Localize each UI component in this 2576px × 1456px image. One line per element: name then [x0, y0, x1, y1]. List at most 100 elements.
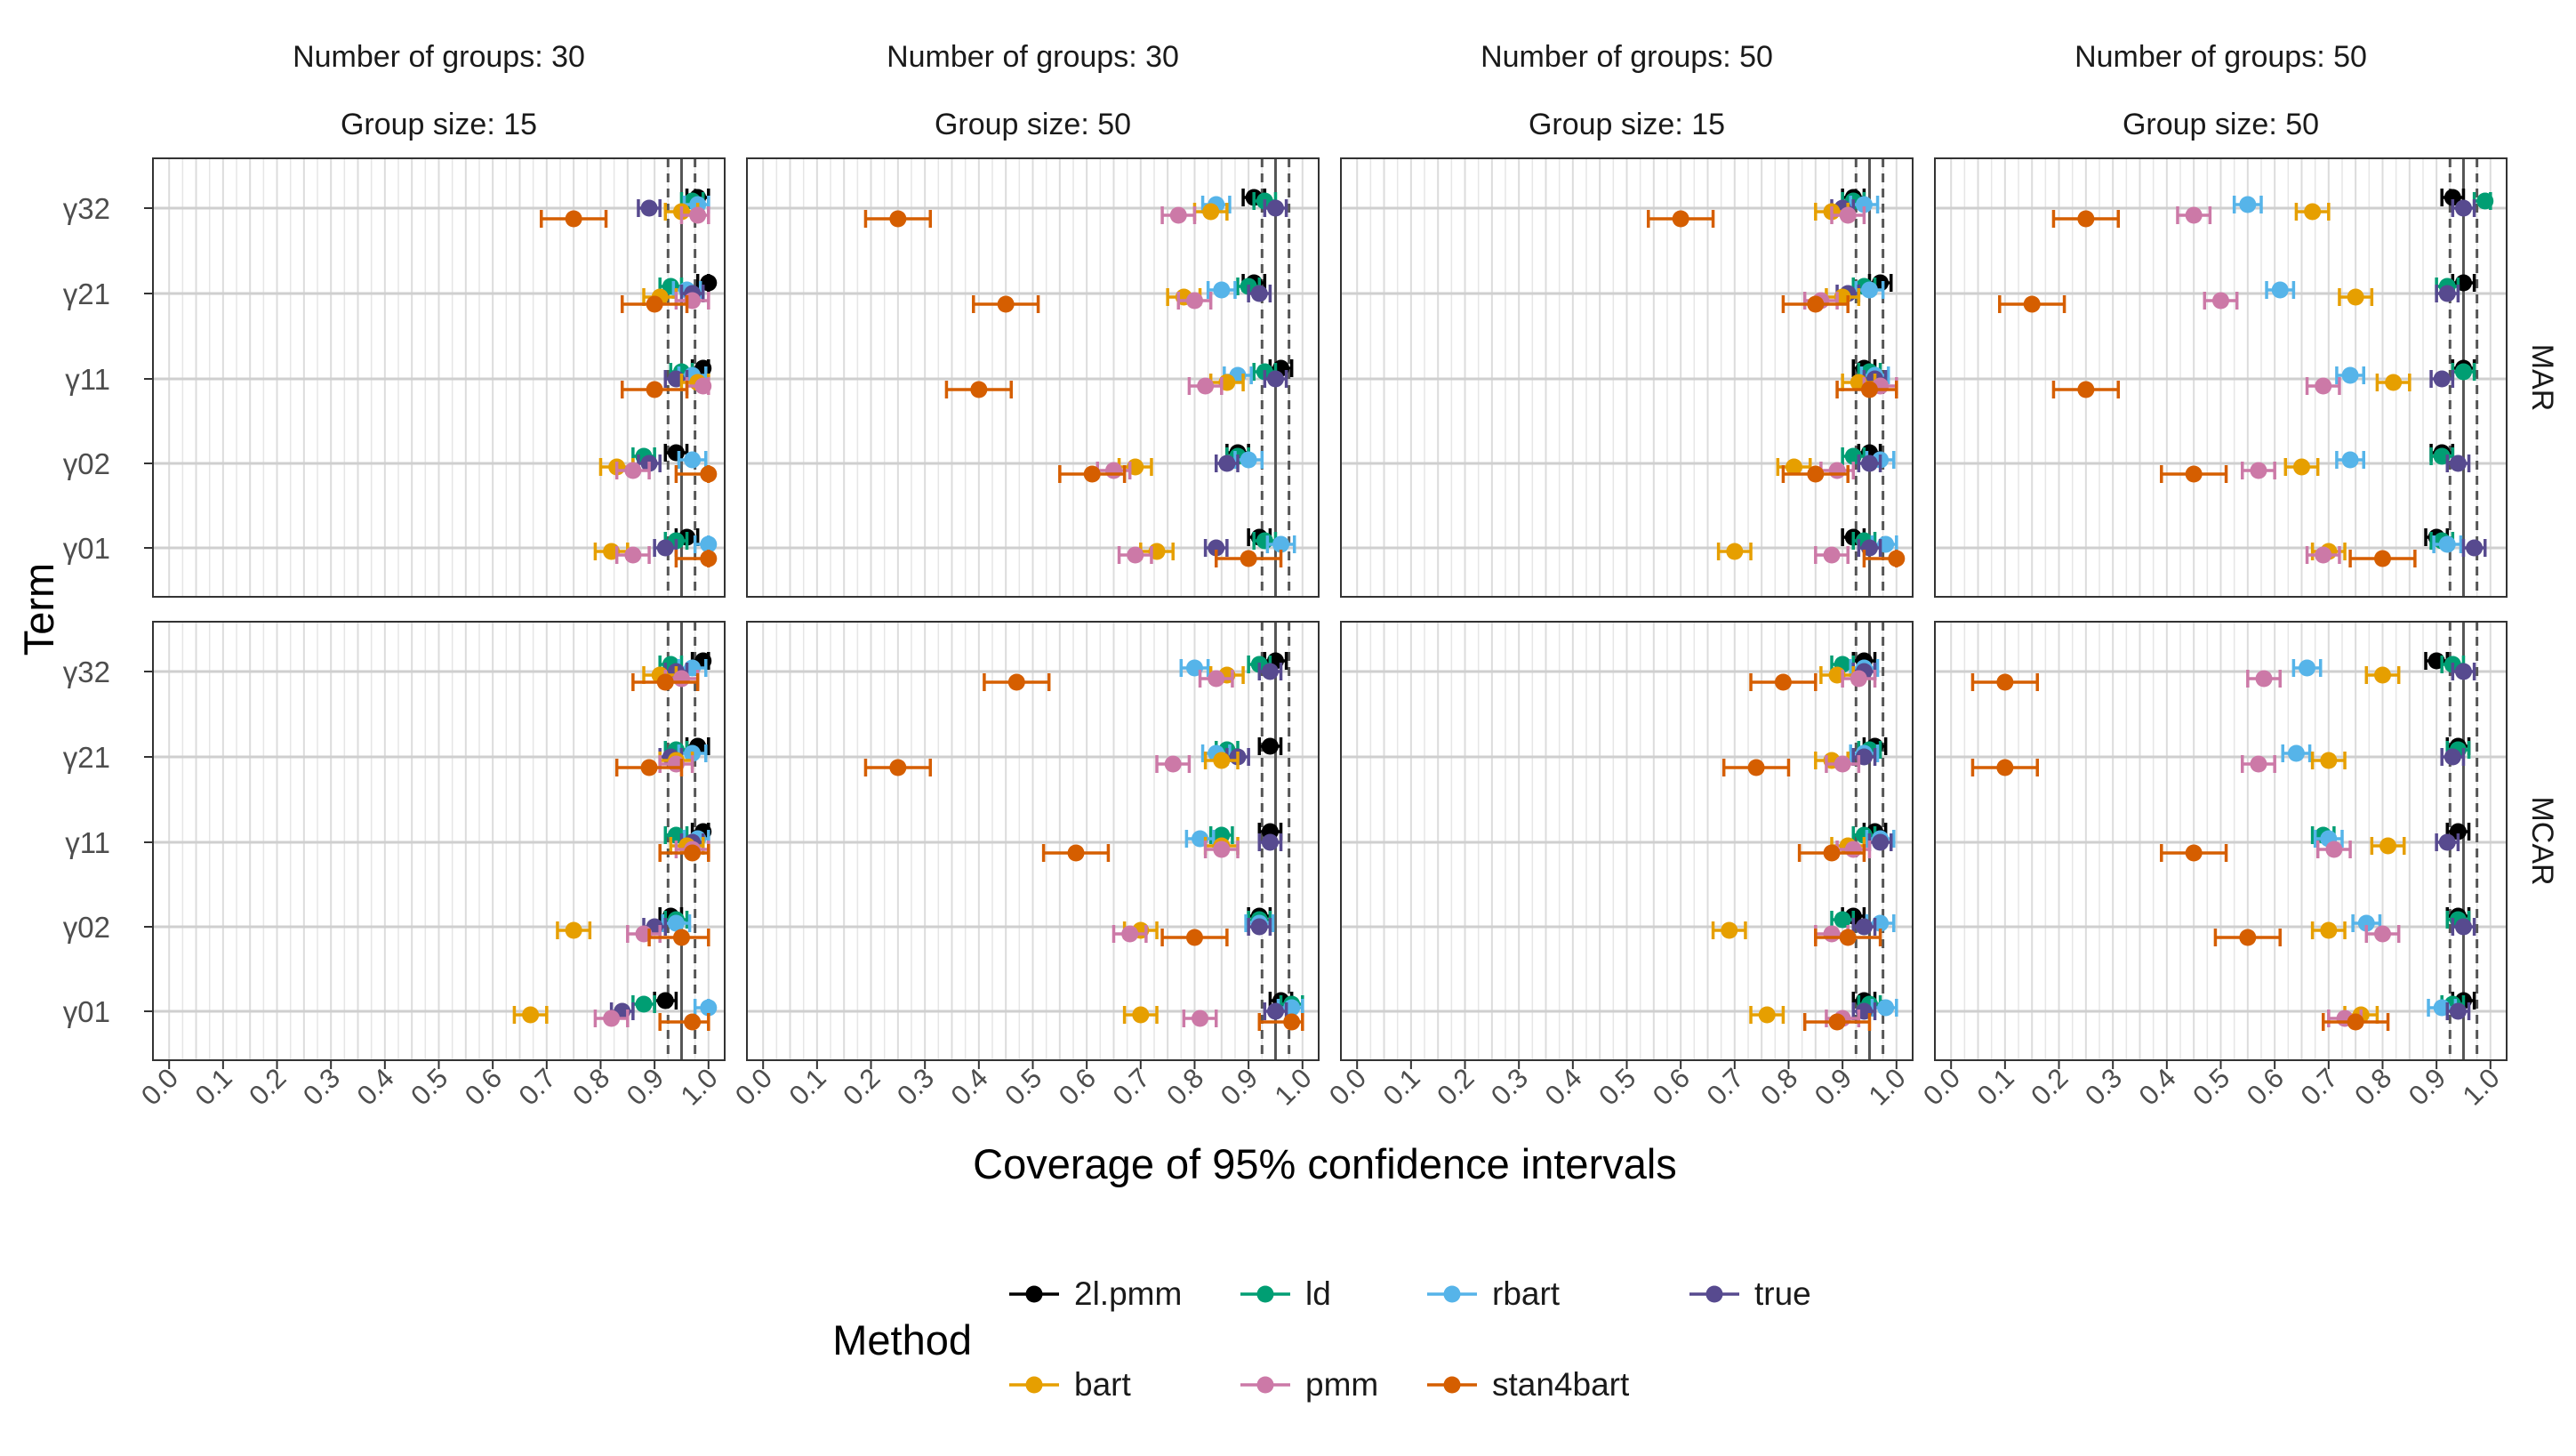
- point-stan4bart: [1828, 1013, 1846, 1031]
- point-stan4bart: [1007, 673, 1025, 691]
- point-pmm: [2185, 206, 2203, 224]
- point-true: [656, 539, 674, 557]
- legend-key-point-ld: [1256, 1285, 1274, 1303]
- point-true: [1266, 1002, 1284, 1020]
- point-rbart: [684, 451, 702, 469]
- strip-top-size-3: Group size: 50: [2123, 108, 2319, 141]
- point-pmm: [1169, 206, 1187, 224]
- point-pmm: [1185, 292, 1203, 310]
- x-tick-label: 0.7: [1701, 1062, 1750, 1111]
- panel-border-r0c1: [746, 157, 1320, 598]
- x-tick-label: 0.4: [1539, 1062, 1588, 1111]
- x-tick-label: 0.3: [2079, 1062, 2128, 1111]
- point-stan4bart: [640, 759, 658, 776]
- point-stan4bart: [2077, 210, 2095, 228]
- point-rbart: [2287, 744, 2305, 762]
- point-pmm: [624, 462, 642, 479]
- point-pmm: [1208, 670, 1225, 688]
- point-bart: [1132, 1006, 1150, 1024]
- point-pmm: [2250, 462, 2267, 479]
- x-tick-label: 0.2: [1431, 1062, 1480, 1111]
- point-stan4bart: [2239, 929, 2257, 946]
- point-stan4bart: [684, 1013, 702, 1031]
- point-rbart: [667, 914, 685, 932]
- point-rbart: [1272, 535, 1290, 553]
- point-rbart: [1860, 281, 1878, 299]
- x-tick-label: 0.1: [189, 1062, 238, 1111]
- point-true: [1261, 663, 1279, 680]
- x-tick-label: 0.9: [1809, 1062, 1858, 1111]
- x-tick-label: 0.7: [2295, 1062, 2344, 1111]
- x-tick-label: 0.0: [1323, 1062, 1372, 1111]
- point-rbart: [1240, 451, 1257, 469]
- point-bart: [1726, 543, 1744, 560]
- x-tick-label: 0.6: [459, 1062, 508, 1111]
- point-bart: [2320, 921, 2338, 939]
- y-tick-label: γ02: [63, 911, 110, 944]
- x-tick-label: 0.5: [2187, 1062, 2235, 1111]
- point-stan4bart: [2023, 295, 2041, 313]
- point-stan4bart: [970, 381, 988, 398]
- y-tick-label: γ21: [63, 278, 110, 310]
- point-pmm: [603, 1010, 621, 1027]
- point-bart: [2385, 374, 2403, 391]
- point-bart: [2292, 458, 2310, 476]
- point-true: [1250, 285, 1268, 302]
- x-tick-label: 0.4: [2133, 1062, 2182, 1111]
- x-tick-label: 0.9: [1215, 1062, 1264, 1111]
- point-rbart: [1877, 999, 1895, 1017]
- point-true: [2444, 748, 2461, 766]
- point-true: [1266, 370, 1284, 388]
- point-bart: [1213, 752, 1231, 769]
- x-tick-label: 0.6: [1053, 1062, 1102, 1111]
- point-stan4bart: [1807, 465, 1825, 483]
- point-true: [2454, 199, 2472, 217]
- x-tick-label: 0.8: [1160, 1062, 1209, 1111]
- point-bart: [1786, 458, 1803, 476]
- x-tick-label: 0.8: [2348, 1062, 2397, 1111]
- point-stan4bart: [1747, 759, 1765, 776]
- x-tick-label: 1.0: [1269, 1062, 1318, 1111]
- point-pmm: [2373, 925, 2391, 943]
- x-tick-label: 0.1: [1971, 1062, 2020, 1111]
- point-stan4bart: [700, 550, 718, 567]
- point-stan4bart: [1860, 381, 1878, 398]
- y-tick-label: γ32: [63, 656, 110, 688]
- point-rbart: [1213, 281, 1231, 299]
- x-tick-label: 0.2: [2025, 1062, 2074, 1111]
- point-2l.pmm: [1261, 737, 1279, 755]
- x-tick-label: 0.2: [837, 1062, 886, 1111]
- point-stan4bart: [700, 465, 718, 483]
- point-stan4bart: [1888, 550, 1906, 567]
- strip-top-groups-0: Number of groups: 30: [293, 40, 585, 74]
- point-stan4bart: [1283, 1013, 1301, 1031]
- point-pmm: [1823, 546, 1841, 564]
- strip-top-groups-3: Number of groups: 50: [2074, 40, 2367, 74]
- point-bart: [2320, 752, 2338, 769]
- x-tick-label: 0.4: [945, 1062, 994, 1111]
- y-tick-label: γ21: [63, 741, 110, 774]
- legend-label-rbart: rbart: [1492, 1275, 1561, 1312]
- point-ld: [1834, 911, 1851, 929]
- point-true: [2466, 539, 2484, 557]
- point-true: [640, 199, 658, 217]
- x-tick-label: 0.5: [999, 1062, 1047, 1111]
- point-pmm: [1839, 206, 1857, 224]
- legend-label-true: true: [1754, 1275, 1811, 1312]
- point-true: [2438, 833, 2456, 851]
- point-rbart: [2341, 366, 2359, 384]
- point-true: [2433, 370, 2451, 388]
- strip-top-groups-1: Number of groups: 30: [887, 40, 1179, 74]
- point-stan4bart: [1823, 844, 1841, 862]
- point-pmm: [1121, 925, 1139, 943]
- legend-key-point-stan4bart: [1443, 1376, 1461, 1394]
- point-rbart: [1855, 196, 1873, 213]
- point-bart: [2379, 837, 2397, 855]
- point-rbart: [2271, 281, 2289, 299]
- point-bart: [1721, 921, 1738, 939]
- strip-top-groups-2: Number of groups: 50: [1481, 40, 1773, 74]
- point-pmm: [2250, 755, 2267, 773]
- x-tick-label: 0.3: [891, 1062, 940, 1111]
- x-tick-label: 0.5: [405, 1062, 453, 1111]
- point-pmm: [624, 546, 642, 564]
